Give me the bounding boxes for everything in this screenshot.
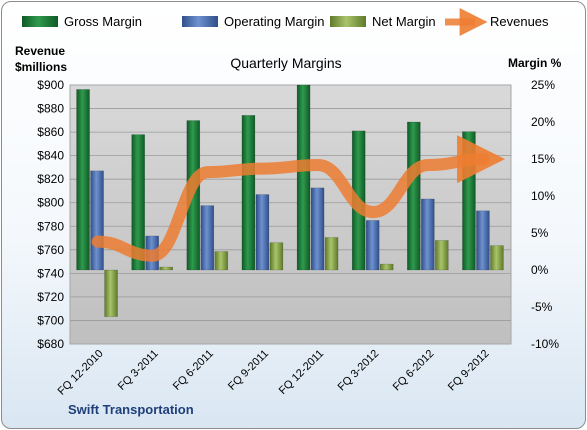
bar-operating-margin <box>90 170 104 271</box>
bar-gross-margin <box>131 134 145 271</box>
left-tick-label: $700 <box>37 313 64 327</box>
left-tick-label: $860 <box>37 125 64 139</box>
bar-operating-margin <box>365 220 380 271</box>
bar-net-margin <box>159 266 173 271</box>
legend-label-revenues: Revenues <box>490 14 549 29</box>
bar-operating-margin <box>421 198 435 271</box>
revenue-line-path <box>91 135 506 262</box>
legend-label-gross-margin: Gross Margin <box>64 14 142 29</box>
left-axis-ticks: $680 $700 $720 $740 $760 $780 $800 $820 $840 $860… <box>37 78 64 351</box>
right-tick-label: 5% <box>531 226 549 240</box>
legend-label-net-margin: Net Margin <box>372 14 436 29</box>
bar-gross-margin <box>462 131 476 271</box>
category-label: FQ 3-2011 <box>116 348 161 393</box>
legend-swatch-net-margin <box>330 16 366 27</box>
right-axis-title: Margin % <box>508 56 562 70</box>
company-label: Swift Transportation <box>68 402 194 417</box>
right-tick-label: -5% <box>531 300 553 314</box>
category-label: FQ 6-2011 <box>171 348 216 393</box>
left-tick-label: $780 <box>37 219 64 233</box>
legend: Gross Margin Operating Margin Net Margin… <box>22 8 549 36</box>
bar-gross-margin <box>407 121 421 271</box>
bar-net-margin <box>104 269 118 317</box>
right-tick-label: 10% <box>531 189 555 203</box>
bar-net-margin <box>214 251 229 271</box>
right-tick-label: 0% <box>531 263 549 277</box>
category-labels: FQ 12-2010 FQ 3-2011 FQ 6-2011 FQ 9-2011 FQ … <box>56 348 492 398</box>
category-label: FQ 9-2012 <box>446 348 492 394</box>
bar-net-margin <box>269 242 284 271</box>
bar-gross-margin <box>76 89 90 271</box>
category-label: FQ 12-2011 <box>277 348 326 397</box>
category-label: FQ 12-2010 <box>56 348 106 398</box>
left-tick-label: $900 <box>37 78 64 92</box>
bar-operating-margin <box>310 187 325 271</box>
bar-net-margin <box>435 240 449 271</box>
bar-net-margin <box>490 245 504 271</box>
legend-swatch-operating-margin <box>182 16 218 27</box>
bar-net-margin <box>379 263 394 271</box>
bar-operating-margin <box>255 194 270 271</box>
left-tick-label: $760 <box>37 243 64 257</box>
right-axis-ticks: -10% -5% 0% 5% 10% 15% 20% 25% <box>531 78 559 351</box>
bar-net-margin <box>324 237 339 271</box>
left-tick-label: $740 <box>37 266 64 280</box>
left-tick-label: $720 <box>37 290 64 304</box>
legend-swatch-gross-margin <box>22 16 58 27</box>
chart-title: Quarterly Margins <box>230 55 341 71</box>
bar-operating-margin <box>200 205 215 271</box>
left-axis-title-line2: $millions <box>15 60 67 74</box>
left-axis-title-line1: Revenue <box>15 44 65 58</box>
category-label: FQ 6-2012 <box>391 348 437 394</box>
left-tick-label: $820 <box>37 172 64 186</box>
left-tick-label: $880 <box>37 102 64 116</box>
right-tick-label: -10% <box>531 337 559 351</box>
left-tick-label: $800 <box>37 196 64 210</box>
bar-gross-margin <box>241 115 256 271</box>
left-tick-label: $840 <box>37 149 64 163</box>
legend-label-operating-margin: Operating Margin <box>224 14 324 29</box>
right-tick-label: 15% <box>531 152 555 166</box>
bar-operating-margin <box>476 210 490 271</box>
category-label: FQ 9-2011 <box>226 348 271 393</box>
right-tick-label: 20% <box>531 115 555 129</box>
category-label: FQ 3-2012 <box>336 348 382 394</box>
revenue-line <box>91 135 506 262</box>
left-tick-label: $680 <box>37 337 64 351</box>
bar-gross-margin <box>296 84 311 271</box>
right-tick-label: 25% <box>531 78 555 92</box>
bars <box>76 84 504 317</box>
